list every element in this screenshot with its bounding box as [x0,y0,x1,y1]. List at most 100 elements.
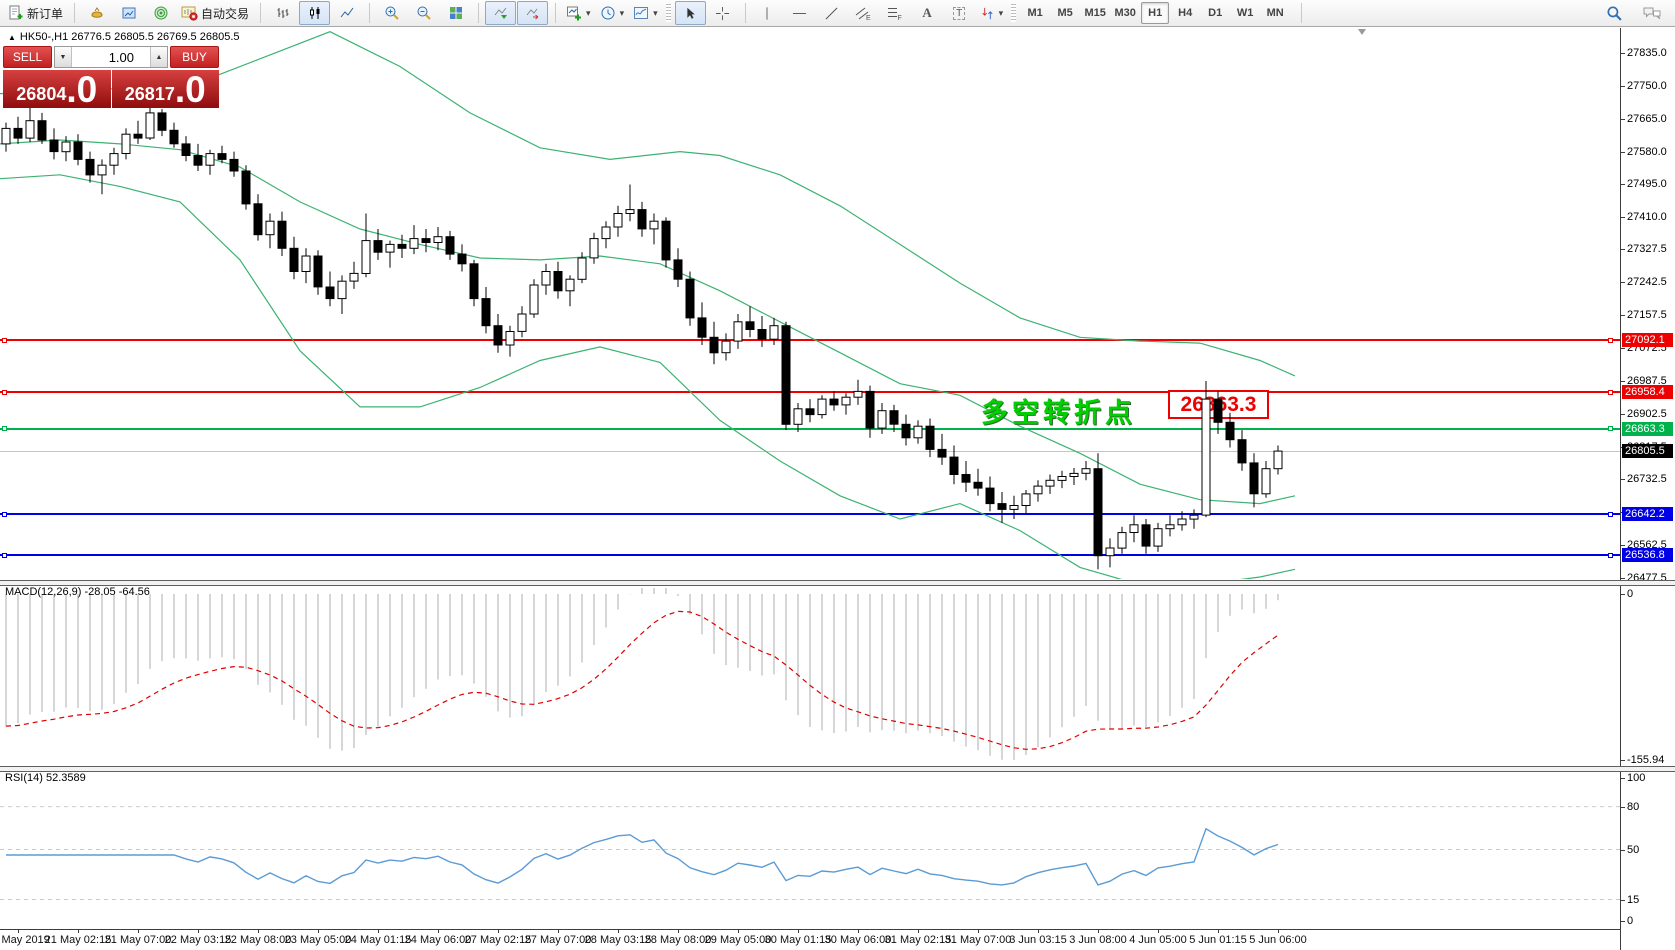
main-toolbar: 新订单 自动交易 [0,0,1675,27]
time-axis-tick-mark [1158,929,1159,933]
sell-button-label: SELL [12,50,43,64]
buy-button[interactable]: BUY [170,46,219,68]
new-order-button[interactable]: 新订单 [4,1,67,25]
text-tool-button[interactable]: A [912,1,943,25]
line-handle[interactable] [1608,390,1613,395]
volume-increase-button[interactable]: ▲ [150,47,167,67]
tile-windows-icon [449,7,462,19]
horizontal-line-object[interactable] [0,554,1620,556]
time-axis-tick-mark [78,929,79,933]
time-axis-tick-mark [738,929,739,933]
buy-price-main: 26817 [124,84,175,104]
fibonacci-tool-button[interactable]: F [880,1,911,25]
price-axis-tick-mark [1621,217,1625,218]
candlestick-chart-icon [309,7,320,19]
time-axis-label: 31 May 02:15 [884,934,952,946]
rsi-pane-separator[interactable] [0,766,1675,772]
sell-price-tile[interactable]: 26804.0 [3,70,111,108]
time-axis-label: 21 May 07:00 [104,934,172,946]
line-handle[interactable] [2,553,7,558]
candlestick-chart-button[interactable] [299,1,331,25]
candlesticks [1,105,1283,570]
timeframe-button-mn[interactable]: MN [1266,7,1284,19]
vertical-line-tool-button[interactable] [752,1,783,25]
tile-windows-button[interactable] [440,1,471,25]
timeframe-button-m5[interactable]: M5 [1057,7,1073,19]
time-axis-label: 29 May 05:00 [704,934,772,946]
zoom-out-button[interactable] [408,1,439,25]
news-button[interactable] [145,1,176,25]
chat-icon [1643,7,1660,20]
label-tool-button[interactable]: T [944,1,975,25]
timeframe-button-m15[interactable]: M15 [1084,7,1106,19]
timeframe-button-w1[interactable]: W1 [1236,7,1254,19]
horizontal-line-object[interactable] [0,339,1620,341]
line-handle[interactable] [1608,553,1613,558]
time-axis-tick-mark [918,929,919,933]
price-axis-tick-mark [1621,578,1625,579]
horizontal-line-object[interactable] [0,428,1620,430]
price-box-annotation[interactable]: 26863.3 [1168,390,1269,419]
market-watch-icon [122,7,136,19]
templates-button[interactable]: ▾ [629,1,662,25]
line-handle[interactable] [2,512,7,517]
chat-button[interactable] [1636,1,1667,25]
buy-button-label: BUY [182,50,207,64]
chart-shift-button[interactable] [517,1,549,25]
toolbar-separator [1295,3,1303,23]
rsi-axis-tick-mark [1621,921,1625,922]
news-icon [154,6,168,20]
line-handle[interactable] [2,426,7,431]
bollinger-middle-band [0,139,1296,505]
timeframe-button-m1[interactable]: M1 [1027,7,1043,19]
indicators-button[interactable]: ▾ [562,1,595,25]
sell-button[interactable]: SELL [3,46,52,68]
macd-label: MACD(12,26,9) -28.05 -64.56 [5,586,150,598]
line-handle[interactable] [1608,426,1613,431]
bar-chart-button[interactable] [267,1,298,25]
market-watch-button[interactable] [113,1,144,25]
horizontal-line-object[interactable] [0,513,1620,515]
periods-button[interactable]: ▾ [596,1,629,25]
zoom-in-button[interactable] [376,1,407,25]
auto-scroll-button[interactable] [485,1,517,25]
macd-layer [5,588,1279,760]
turning-point-annotation[interactable]: 多空转折点 [981,398,1136,428]
horizontal-line-tool-button[interactable] [784,1,815,25]
current-price-badge: 26805.5 [1622,444,1673,458]
price-axis-tick-mark [1621,249,1625,250]
horizontal-line-object[interactable] [0,391,1620,393]
dropdown-caret-icon: ▾ [653,7,658,18]
volume-input[interactable] [72,47,150,67]
trendline-tool-button[interactable] [816,1,847,25]
macd-pane-separator[interactable] [0,580,1675,586]
symbol-ohlc-bar: ▲ HK50-,H1 26776.5 26805.5 26769.5 26805.… [8,31,240,43]
line-handle[interactable] [2,338,7,343]
crosshair-tool-button[interactable] [707,1,738,25]
timeframe-button-m30[interactable]: M30 [1114,7,1136,19]
line-handle[interactable] [1608,338,1613,343]
timeframe-button-h4[interactable]: H4 [1178,7,1193,19]
timeframe-button-h1[interactable]: H1 [1141,2,1170,24]
price-axis-tick-label: 27242.5 [1627,276,1667,288]
cursor-icon [687,7,695,19]
channel-tool-button[interactable]: E [848,1,879,25]
arrows-tool-button[interactable]: ▾ [976,1,1008,25]
profile-button[interactable] [81,1,112,25]
timeframe-button-d1[interactable]: D1 [1208,7,1223,19]
time-axis-tick-mark [678,929,679,933]
search-button[interactable] [1599,1,1630,25]
time-axis-label: 23 May 05:00 [284,934,352,946]
volume-decrease-button[interactable]: ▼ [55,47,72,67]
line-handle[interactable] [2,390,7,395]
cursor-tool-button[interactable] [674,1,706,25]
templates-icon [634,7,649,19]
line-chart-button[interactable] [331,1,362,25]
autotrading-button[interactable]: 自动交易 [177,1,253,25]
toolbar-separator [68,3,76,23]
bollinger-lower-band [0,174,1296,579]
time-axis-label: 28 May 03:15 [584,934,652,946]
line-handle[interactable] [1608,512,1613,517]
buy-price-tile[interactable]: 26817.0 [111,70,219,108]
